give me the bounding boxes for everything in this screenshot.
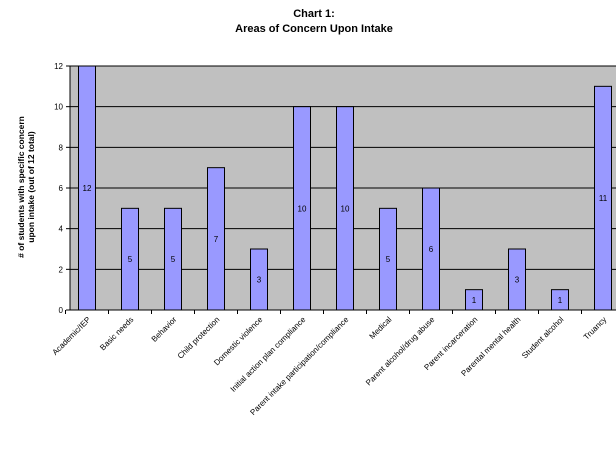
y-axis-label-line-1: # of students with specific concern bbox=[16, 116, 26, 258]
y-tick-label: 8 bbox=[59, 143, 64, 152]
chart-subtitle: Areas of Concern Upon Intake bbox=[235, 23, 393, 35]
y-tick-label: 6 bbox=[59, 184, 64, 193]
data-label: 11 bbox=[599, 194, 608, 203]
y-tick-label: 4 bbox=[59, 225, 64, 234]
data-label: 5 bbox=[128, 255, 133, 264]
data-label: 10 bbox=[298, 204, 307, 213]
data-label: 3 bbox=[515, 276, 520, 285]
data-label: 12 bbox=[83, 184, 92, 193]
category-label: Initial action plan compliance bbox=[229, 315, 308, 394]
y-axis-label-line-2: upon intake (out of 12 total) bbox=[26, 131, 36, 243]
category-label: Parent intake participation/compliance bbox=[248, 315, 350, 417]
category-label: Child protection bbox=[176, 315, 222, 361]
category-label: Truancy bbox=[582, 315, 609, 342]
y-tick-label: 10 bbox=[54, 103, 63, 112]
data-label: 1 bbox=[472, 296, 477, 305]
category-label: Behavior bbox=[150, 315, 179, 344]
y-axis-ticks: 0 2 4 6 8 10 12 bbox=[54, 62, 70, 315]
category-label: Academic/IEP bbox=[51, 315, 93, 357]
y-tick-label: 0 bbox=[59, 306, 64, 315]
data-label: 7 bbox=[214, 235, 219, 244]
category-label: Medical bbox=[368, 315, 394, 341]
data-label: 5 bbox=[386, 255, 391, 264]
y-axis-label: # of students with specific concern upon… bbox=[16, 116, 36, 258]
category-label: Basic needs bbox=[98, 315, 135, 352]
data-label: 6 bbox=[429, 245, 434, 254]
y-tick-label: 12 bbox=[54, 62, 63, 71]
data-label: 1 bbox=[558, 296, 563, 305]
category-label: Student alcohol bbox=[520, 315, 566, 361]
data-label: 3 bbox=[257, 276, 262, 285]
data-label: 10 bbox=[341, 204, 350, 213]
category-label: Parent alcohol/drug abuse bbox=[364, 315, 437, 388]
chart-title: Chart 1: bbox=[293, 8, 335, 20]
data-label: 5 bbox=[171, 255, 176, 264]
y-tick-label: 2 bbox=[59, 265, 64, 274]
